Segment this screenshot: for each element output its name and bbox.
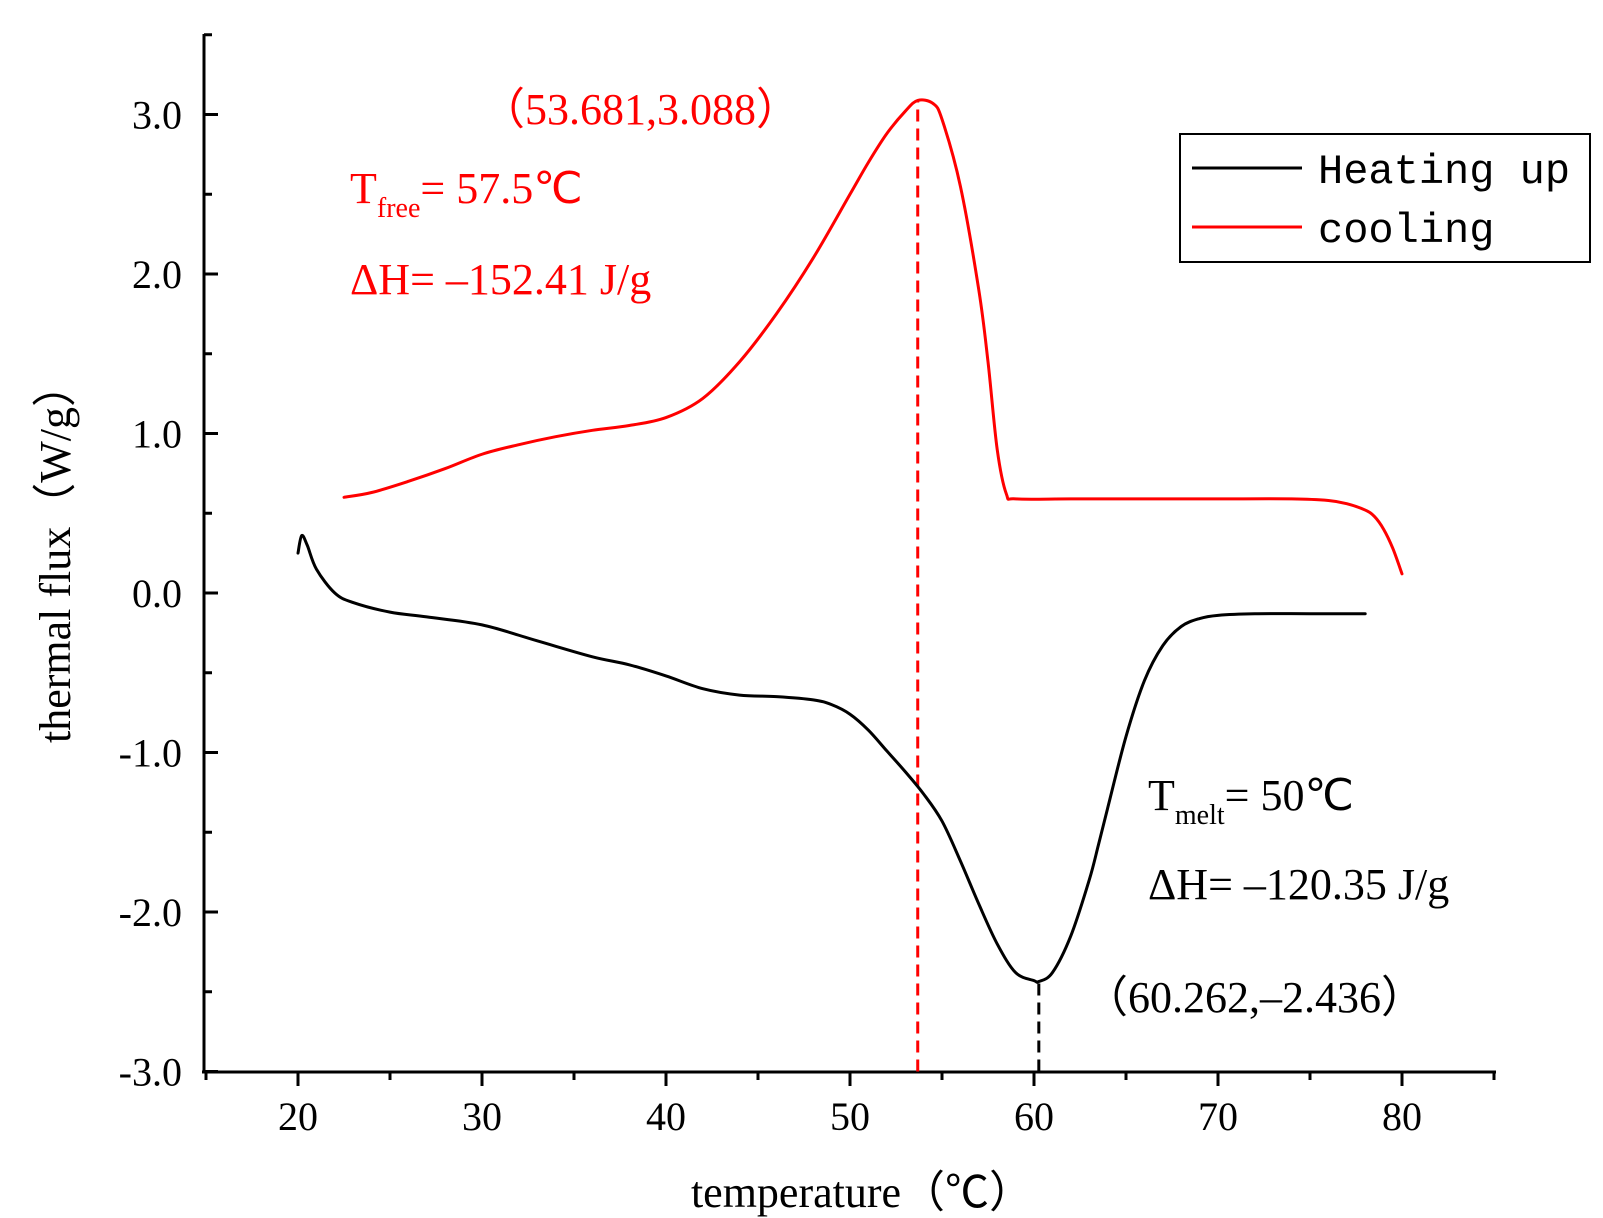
legend: Heating up cooling <box>1179 133 1591 263</box>
y-axis-ticks <box>204 33 218 1073</box>
y-tick-label: 1.0 <box>132 412 182 457</box>
legend-label-cooling: cooling <box>1318 207 1494 255</box>
legend-label-heating: Heating up <box>1318 148 1570 196</box>
x-axis-title: temperature（℃） <box>691 1168 1033 1217</box>
x-tick-label: 50 <box>830 1094 870 1139</box>
t-free-label: Tfree= 57.5℃ <box>350 164 583 224</box>
y-tick-label: 3.0 <box>132 93 182 138</box>
t-free-value: = 57.5℃ <box>420 164 582 213</box>
series-line-cooling <box>342 98 1404 576</box>
y-axis-title: thermal flux（W/g） <box>31 363 80 743</box>
y-tick-label: -3.0 <box>119 1050 182 1095</box>
x-axis-ticks <box>204 1072 1496 1086</box>
x-tick-label: 70 <box>1198 1094 1238 1139</box>
x-tick-label: 30 <box>462 1094 502 1139</box>
y-tick-label: -2.0 <box>119 890 182 935</box>
y-axis-tick-labels: 3.0 2.0 1.0 0.0 -1.0 -2.0 -3.0 <box>119 93 182 1095</box>
t-free-subscript: free <box>377 193 421 224</box>
series-line-heating-up <box>296 533 1367 984</box>
y-tick-label: 0.0 <box>132 571 182 616</box>
heating-enthalpy-label: ΔH= –120.35 J/g <box>1148 860 1449 909</box>
series-group <box>296 98 1404 984</box>
y-tick-label: -1.0 <box>119 731 182 776</box>
y-tick-label: 2.0 <box>132 252 182 297</box>
x-axis-tick-labels: 20 30 40 50 60 70 80 <box>278 1094 1422 1139</box>
heating-valley-label: （60.262,–2.436） <box>1084 973 1425 1022</box>
cooling-peak-label: （53.681,3.088） <box>481 85 800 134</box>
t-melt-main: T <box>1148 771 1175 820</box>
legend-box <box>1179 133 1591 263</box>
x-tick-label: 80 <box>1382 1094 1422 1139</box>
x-tick-label: 20 <box>278 1094 318 1139</box>
x-tick-label: 40 <box>646 1094 686 1139</box>
guide-lines <box>916 100 1041 1072</box>
t-melt-value: = 50℃ <box>1225 771 1354 820</box>
cooling-enthalpy-label: ΔH= –152.41 J/g <box>350 255 651 304</box>
t-free-main: T <box>350 164 377 213</box>
t-melt-label: Tmelt= 50℃ <box>1148 771 1354 831</box>
x-tick-label: 60 <box>1014 1094 1054 1139</box>
t-melt-subscript: melt <box>1175 800 1225 831</box>
